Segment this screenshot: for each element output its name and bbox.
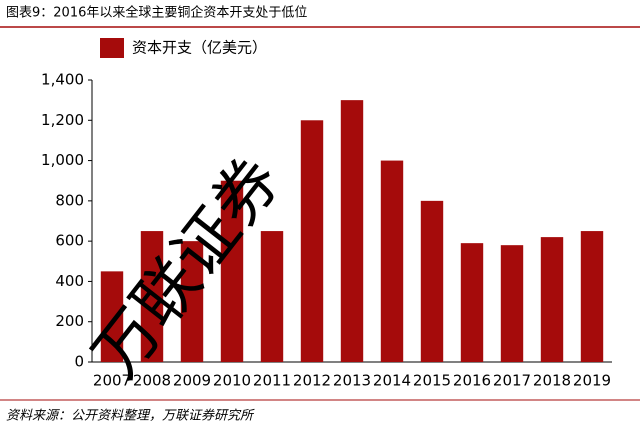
bar [180,241,204,362]
bar [540,237,564,362]
bar [460,243,484,362]
y-tick-label: 1,000 [41,151,84,169]
x-tick-label: 2013 [333,372,371,390]
y-tick-label: 800 [55,191,84,209]
y-tick-label: 0 [74,353,84,371]
x-tick-label: 2015 [413,372,451,390]
x-tick-label: 2014 [373,372,411,390]
x-tick-label: 2008 [133,372,171,390]
x-tick-label: 2016 [453,372,491,390]
bar [100,271,124,362]
bar [140,231,164,362]
x-tick-label: 2007 [93,372,131,390]
y-tick-label: 1,400 [41,71,84,89]
chart-title: 图表9：2016年以来全球主要铜企资本开支处于低位 [6,5,307,21]
x-tick-label: 2012 [293,372,331,390]
x-tick-label: 2009 [173,372,211,390]
y-tick-label: 600 [55,232,84,250]
x-tick-label: 2017 [493,372,531,390]
legend-swatch [100,38,124,58]
bar [580,231,604,362]
x-tick-label: 2018 [533,372,571,390]
bar [300,120,324,363]
bar [380,160,404,362]
bar [340,100,364,363]
x-tick-label: 2010 [213,372,251,390]
bar [420,200,444,362]
bar [220,180,244,362]
legend-label: 资本开支（亿美元） [132,39,267,57]
x-tick-label: 2011 [253,372,291,390]
bar [260,231,284,362]
bar [500,245,524,362]
y-tick-label: 1,200 [41,111,84,129]
source: 资料来源：公开资料整理，万联证券研究所 [6,408,255,424]
x-tick-label: 2019 [573,372,611,390]
y-tick-label: 400 [55,272,84,290]
y-tick-label: 200 [55,312,84,330]
